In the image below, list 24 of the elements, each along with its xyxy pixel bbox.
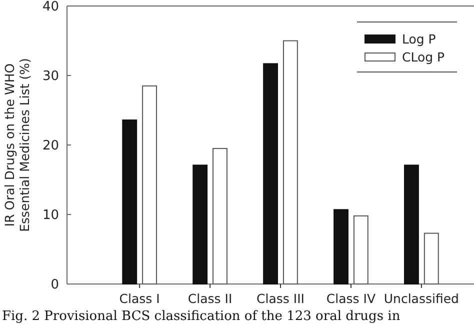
bar (122, 119, 138, 284)
caption: Fig. 2 Provisional BCS classification of the 123 oral drugs in (2, 309, 401, 324)
bar (282, 40, 298, 284)
bar (212, 148, 228, 284)
legend-label: CLog P (402, 49, 446, 64)
bar (192, 164, 208, 284)
bar (334, 209, 348, 284)
legend-label: Log P (402, 31, 436, 46)
x-tick-label: Class IV (326, 291, 376, 306)
y-tick-label: 20 (42, 138, 59, 154)
bar (353, 215, 368, 284)
y-tick-label: 0 (50, 278, 59, 293)
x-tick-label: Class III (256, 291, 304, 306)
y-axis-title: IR Oral Drugs on the WHO Essential Medicines List (%) (2, 58, 32, 232)
bar (424, 232, 439, 284)
bar (263, 63, 278, 284)
y-tick-label: 10 (42, 208, 59, 224)
x-tick-label: Class II (188, 291, 232, 306)
x-tick-label: Unclassified (384, 291, 459, 306)
x-tick-label: Class I (119, 291, 160, 306)
y-tick-label: 40 (42, 0, 59, 15)
bar (404, 164, 419, 284)
y-tick-label: 30 (42, 69, 59, 84)
bar (142, 85, 157, 284)
